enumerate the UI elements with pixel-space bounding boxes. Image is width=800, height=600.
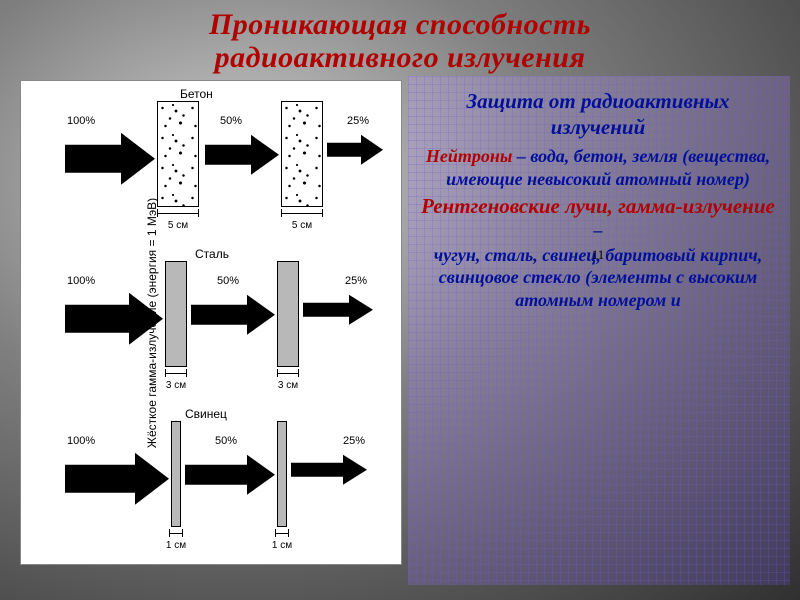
diagram-row-lead: Свинец 100% 1 см 50% 1 см 25%	[65, 409, 389, 559]
protection-neutrons: Нейтроны – вода, бетон, земля (вещества,…	[420, 145, 776, 191]
dim-label: 3 см	[272, 380, 304, 391]
material-label: Свинец	[185, 407, 227, 421]
arrow-25	[291, 453, 367, 505]
detail-dash: –	[594, 220, 603, 240]
arrow-100	[65, 133, 155, 185]
text-content: Защита от радиоактивных излучений Нейтро…	[416, 82, 780, 311]
text-panel: Защита от радиоактивных излучений Нейтро…	[416, 82, 780, 565]
penetration-diagram: Жёсткое гамма-излучение (энергия = 1 МэВ…	[20, 80, 402, 565]
content-row: Жёсткое гамма-излучение (энергия = 1 МэВ…	[0, 74, 800, 565]
diagram-row-concrete: Бетон 100% 5 см 50% 5 см 25%	[65, 89, 389, 239]
arrow-50	[205, 133, 279, 185]
material-label: Сталь	[195, 247, 229, 261]
barrier-2	[277, 421, 287, 527]
agent-neutrons: Нейтроны	[426, 146, 512, 166]
dim-label: 5 см	[281, 220, 323, 231]
dim-label: 3 см	[160, 380, 192, 391]
arrow-50	[185, 453, 275, 505]
page-number: 11	[592, 247, 605, 263]
pct-50: 50%	[220, 115, 242, 127]
pct-100: 100%	[67, 275, 95, 287]
subtitle: Защита от радиоактивных излучений	[420, 88, 776, 141]
dim-line	[169, 529, 183, 537]
protection-xray-gamma: Рентгеновские лучи, гамма-излучение –	[420, 193, 776, 242]
pct-50: 50%	[217, 275, 239, 287]
dim-label: 1 см	[267, 540, 297, 551]
arrow-25	[327, 133, 383, 185]
barrier-1	[171, 421, 181, 527]
pct-25: 25%	[345, 275, 367, 287]
pct-100: 100%	[67, 115, 95, 127]
pct-25: 25%	[343, 435, 365, 447]
pct-25: 25%	[347, 115, 369, 127]
dim-line	[157, 209, 199, 217]
dim-label: 5 см	[157, 220, 199, 231]
title-line-2: радиоактивного излучения	[0, 41, 800, 74]
dim-line	[277, 369, 299, 377]
pct-100: 100%	[67, 435, 95, 447]
dim-line	[165, 369, 187, 377]
barrier-2	[281, 101, 323, 207]
barrier-2	[277, 261, 299, 367]
agent-xray-gamma: Рентгеновские лучи, гамма-излучение	[421, 194, 775, 218]
barrier-1	[157, 101, 199, 207]
material-label: Бетон	[180, 87, 213, 101]
dim-line	[275, 529, 289, 537]
dim-line	[281, 209, 323, 217]
diagram-row-steel: Сталь 100% 3 см 50% 3 см 25%	[65, 249, 389, 399]
barrier-1	[165, 261, 187, 367]
arrow-100	[65, 453, 169, 505]
arrow-25	[303, 293, 373, 345]
title-line-1: Проникающая способность	[0, 8, 800, 41]
arrow-100	[65, 293, 163, 345]
arrow-50	[191, 293, 275, 345]
dim-label: 1 см	[161, 540, 191, 551]
page-title: Проникающая способность радиоактивного и…	[0, 0, 800, 74]
pct-50: 50%	[215, 435, 237, 447]
